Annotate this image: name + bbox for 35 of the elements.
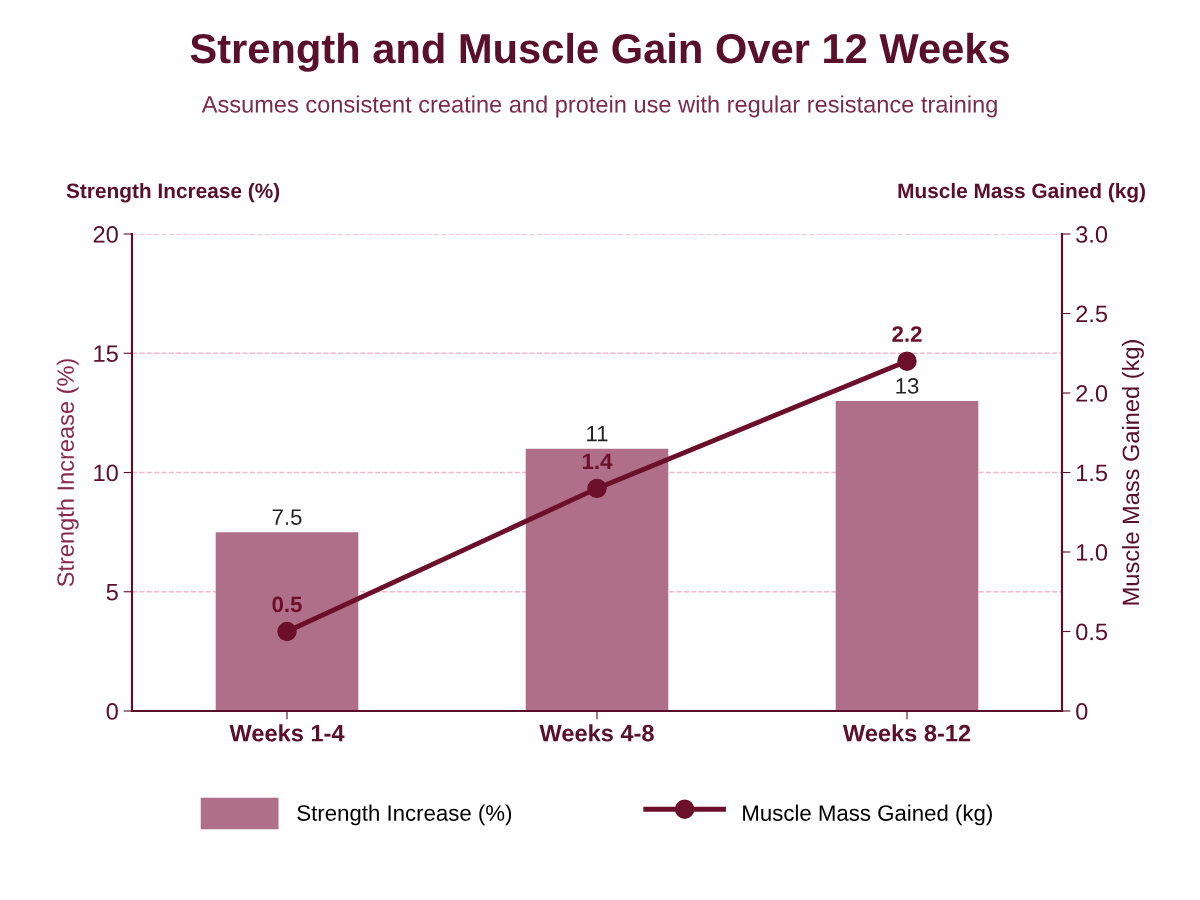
y2-tick-label: 3.0	[1076, 226, 1108, 243]
x-tick-label: Weeks 8-12	[842, 724, 971, 742]
text: Strength Increase (%)	[66, 182, 280, 203]
data-label: 11	[587, 425, 608, 442]
y-tick-label: 0	[106, 703, 118, 720]
chart-subtitle: Assumes consistent creatine and protein use with regular resistance training	[201, 95, 997, 118]
bar	[525, 448, 669, 711]
data-label: 0.5	[272, 596, 302, 613]
point	[587, 478, 607, 499]
bar	[215, 532, 359, 711]
y-axis-title: Strength Increase (%)	[56, 359, 79, 587]
y2-tick-label: 0	[1076, 703, 1088, 720]
y2-tick-label: 1.5	[1076, 464, 1108, 482]
data-label: 2.2	[892, 326, 922, 342]
y-tick-label: 20	[93, 226, 118, 243]
y-tick-label: 10	[94, 464, 118, 482]
text: Muscle Mass Gained (kg)	[898, 182, 1145, 203]
x-tick-label: Weeks 4-8	[539, 724, 654, 742]
bar	[835, 400, 979, 711]
x-tick-label: Weeks 1-4	[229, 724, 345, 742]
y-tick-label: 15	[94, 345, 118, 363]
y-tick-label: 5	[106, 584, 118, 601]
chart-title: Strength and Muscle Gain Over 12 Weeks	[190, 32, 1009, 72]
point	[277, 621, 297, 642]
data-label: 13	[896, 378, 919, 394]
y2-tick-label: 1.0	[1076, 544, 1108, 561]
data-label: 1.4	[582, 453, 613, 469]
legend-label: Muscle Mass Gained (kg)	[743, 804, 992, 826]
legend-label: Strength Increase (%)	[297, 804, 512, 826]
y2-tick-label: 0.5	[1076, 623, 1108, 641]
data-label: 7.5	[272, 509, 302, 525]
y2-axis-title: Muscle Mass Gained (kg)	[1121, 340, 1144, 605]
y2-tick-label: 2.0	[1076, 385, 1108, 402]
point	[897, 351, 917, 371]
y2-tick-label: 2.5	[1076, 305, 1108, 323]
